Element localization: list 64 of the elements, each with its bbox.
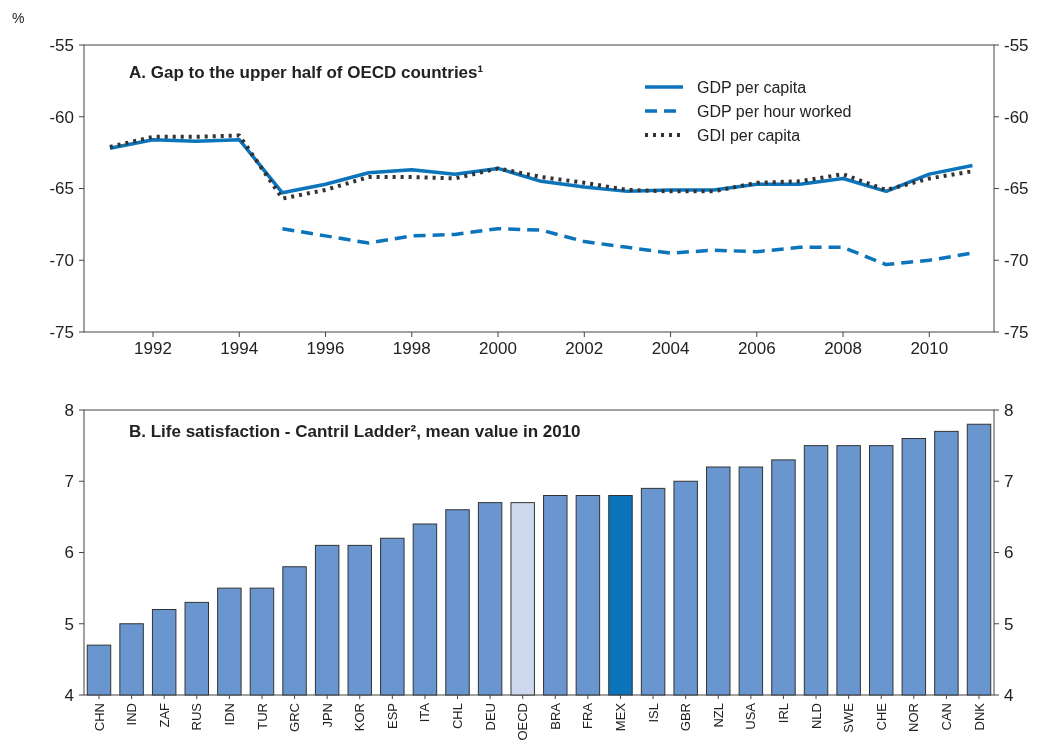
x-tick-label: NLD: [808, 703, 824, 730]
y-tick-label: -60: [49, 107, 74, 127]
y-tick-label: 5: [64, 614, 74, 634]
x-tick-label: 2010: [910, 339, 949, 358]
legend-label: GDP per hour worked: [697, 102, 852, 120]
y2-tick-label: -55: [1004, 35, 1029, 55]
x-tick-label: MEX: [613, 702, 629, 732]
x-tick-label: DNK: [971, 702, 987, 731]
x-tick-label: CHE: [873, 702, 889, 731]
x-tick-label: IDN: [221, 703, 237, 726]
x-tick-label: OECD: [515, 703, 531, 741]
x-tick-label: IND: [124, 703, 140, 726]
y-tick-label: -75: [49, 322, 74, 342]
y2-tick-label: -75: [1004, 322, 1029, 342]
x-tick-label: CHL: [450, 703, 466, 730]
x-tick-label: GBR: [678, 703, 694, 732]
x-tick-label: 1996: [306, 339, 345, 358]
y2-tick-label: 4: [1004, 685, 1014, 705]
x-tick-label: DEU: [482, 703, 498, 731]
legend-label: GDP per capita: [697, 78, 807, 96]
x-tick-label: 2008: [824, 339, 862, 358]
x-tick-label: ISL: [645, 703, 661, 723]
x-tick-label: 2004: [651, 339, 690, 358]
x-tick-label: JPN: [319, 703, 335, 728]
x-tick-label: NZL: [710, 703, 726, 728]
y-tick-label: -70: [49, 251, 74, 271]
x-tick-label: KOR: [352, 703, 368, 732]
x-tick-label: GRC: [287, 703, 303, 732]
x-tick-label: SWE: [841, 702, 857, 733]
x-tick-label: FRA: [580, 702, 596, 729]
y-tick-label: -65: [49, 179, 74, 199]
y-tick-label: -55: [49, 35, 74, 55]
y2-tick-label: 6: [1004, 543, 1014, 563]
x-tick-label: 2006: [737, 339, 776, 358]
x-tick-label: ITA: [417, 702, 433, 723]
y2-tick-label: -65: [1004, 179, 1029, 199]
y-tick-label: 7: [64, 472, 74, 492]
y2-tick-label: 5: [1004, 614, 1014, 634]
x-tick-label: CHN: [91, 703, 107, 732]
y-tick-label: 6: [64, 543, 74, 563]
x-tick-label: IRL: [776, 703, 791, 724]
y-tick-label: 4: [64, 685, 74, 705]
y2-tick-label: -60: [1004, 107, 1029, 127]
x-tick-label: ZAF: [156, 702, 172, 728]
x-tick-label: CAN: [938, 703, 954, 731]
y-tick-label: 8: [64, 400, 74, 420]
y2-tick-label: 7: [1004, 472, 1014, 492]
y2-tick-label: 8: [1004, 400, 1014, 420]
legend-label: GDI per capita: [697, 126, 801, 144]
text: A. Gap to the upper half of OECD countries¹: [129, 63, 484, 82]
x-tick-label: RUS: [189, 702, 205, 731]
x-tick-label: NOR: [906, 703, 922, 732]
y2-tick-label: -70: [1004, 251, 1029, 271]
x-tick-label: 1992: [134, 339, 172, 358]
x-tick-label: TUR: [254, 703, 270, 730]
y-axis-title: %: [12, 10, 25, 26]
text: B. Life satisfaction - Cantril Ladder², mean value in 2010: [129, 422, 581, 441]
x-tick-label: 1998: [392, 339, 431, 358]
x-tick-label: 2002: [565, 339, 604, 358]
x-tick-label: USA: [743, 702, 759, 730]
x-tick-label: 2000: [479, 339, 517, 358]
x-tick-label: 1994: [220, 339, 259, 358]
x-tick-label: ESP: [384, 703, 400, 730]
x-tick-label: BRA: [547, 702, 563, 730]
